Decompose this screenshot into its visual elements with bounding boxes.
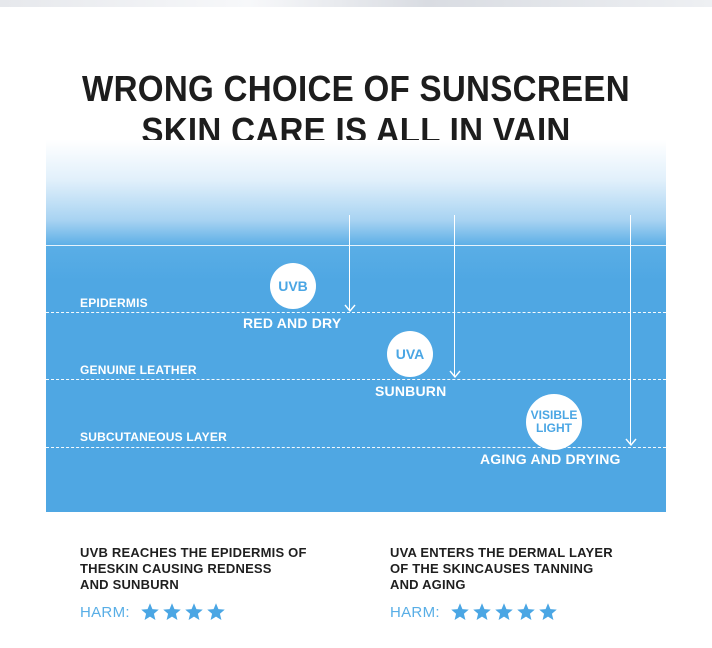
- skin-layers-diagram: EPIDERMIS GENUINE LEATHER SUBCUTANEOUS L…: [46, 140, 666, 512]
- uva-description-line1: UVA ENTERS THE DERMAL LAYER: [390, 545, 613, 560]
- uvb-harm-label: HARM:: [80, 603, 130, 621]
- skin-surface-line: [46, 245, 666, 246]
- page-title-line1: WRONG CHOICE OF SUNSCREEN: [82, 68, 630, 109]
- uvb-bubble: UVB: [270, 263, 316, 309]
- star-icon: [473, 603, 491, 620]
- uva-description: UVA ENTERS THE DERMAL LAYER OF THE SKINC…: [390, 545, 660, 593]
- uva-description-line3: AND AGING: [390, 577, 466, 592]
- uvb-effect-label: RED AND DRY: [243, 315, 342, 331]
- uvb-harm-rating: HARM:: [80, 601, 226, 623]
- uva-bubble: UVA: [387, 331, 433, 377]
- uva-harm-label: HARM:: [390, 603, 440, 621]
- uva-description-line2: OF THE SKINCAUSES TANNING: [390, 561, 594, 576]
- star-icon: [451, 603, 469, 620]
- dermis-divider: [46, 379, 666, 380]
- uvb-description-line3: AND SUNBURN: [80, 577, 179, 592]
- uva-harm-rating: HARM:: [390, 601, 558, 623]
- layer-label-genuine-leather: GENUINE LEATHER: [80, 363, 197, 377]
- star-icon: [185, 603, 203, 620]
- visible-light-bubble-line1: VISIBLE: [530, 408, 578, 422]
- uva-harm-stars: [450, 602, 558, 622]
- top-decor-bar: [0, 0, 712, 7]
- visible-light-effect-label: AGING AND DRYING: [480, 451, 621, 467]
- uva-bubble-text: UVA: [395, 346, 425, 362]
- star-icon: [207, 603, 225, 620]
- uvb-description: UVB REACHES THE EPIDERMIS OF THESKIN CAU…: [80, 545, 350, 593]
- star-icon: [141, 603, 159, 620]
- uvb-harm-stars: [140, 602, 226, 622]
- star-icon: [517, 603, 535, 620]
- star-icon: [539, 603, 557, 620]
- subcutaneous-divider: [46, 447, 666, 448]
- uva-arrow-down-icon: [449, 215, 461, 379]
- uvb-bubble-text: UVB: [278, 278, 308, 294]
- layer-label-epidermis: EPIDERMIS: [80, 296, 148, 310]
- uvb-description-line1: UVB REACHES THE EPIDERMIS OF: [80, 545, 307, 560]
- star-icon: [163, 603, 181, 620]
- uvb-description-line2: THESKIN CAUSING REDNESS: [80, 561, 272, 576]
- star-icon: [495, 603, 513, 620]
- uvb-arrow-down-icon: [344, 215, 356, 313]
- uva-effect-label: SUNBURN: [375, 383, 447, 399]
- visible-light-arrow-down-icon: [625, 215, 637, 447]
- visible-light-bubble: VISIBLE LIGHT: [526, 394, 582, 450]
- visible-light-bubble-line2: LIGHT: [536, 421, 572, 435]
- epidermis-divider: [46, 312, 666, 313]
- layer-label-subcutaneous: SUBCUTANEOUS LAYER: [80, 430, 227, 444]
